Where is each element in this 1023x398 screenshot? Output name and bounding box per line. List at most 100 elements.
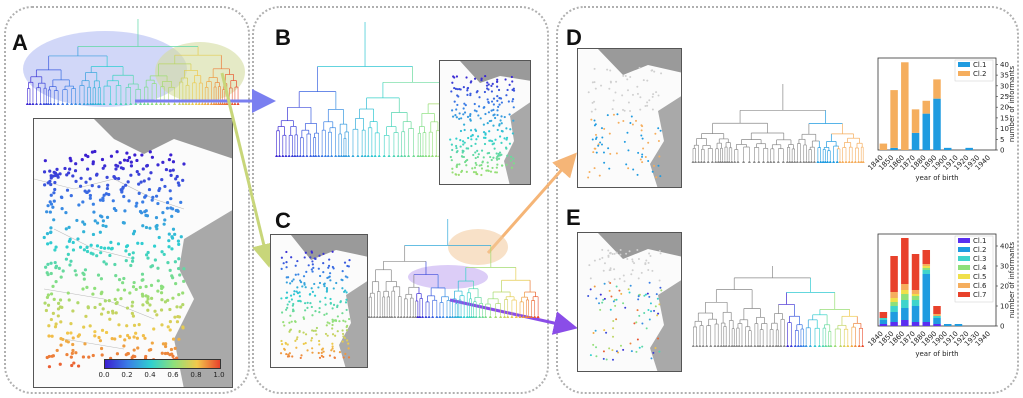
bar-Cl.1-1870 xyxy=(911,132,920,150)
bar-Cl.2-1910 xyxy=(954,324,963,326)
y-axis-label: number of informants xyxy=(1008,65,1016,142)
legend-swatch xyxy=(958,283,970,288)
tree-e xyxy=(691,266,865,347)
y-tick-label: 30 xyxy=(1000,263,1009,271)
chart-e: 1840185018601870188018901900191019201930… xyxy=(867,233,1016,358)
highlight-c-purple xyxy=(408,265,488,289)
arrow-c-to-e xyxy=(449,298,578,335)
bar-Cl.6-1850 xyxy=(890,292,898,298)
highlight-c-orange xyxy=(448,229,508,265)
map-b-points xyxy=(449,74,516,177)
x-axis-label: year of birth xyxy=(915,174,958,182)
bar-Cl.7-1850 xyxy=(890,256,898,292)
bar-Cl.2-1850 xyxy=(890,312,898,322)
legend-label: Cl.6 xyxy=(973,282,987,290)
y-tick-label: 40 xyxy=(1000,243,1009,251)
y-tick-label: 20 xyxy=(1000,104,1009,112)
legend-label: Cl.4 xyxy=(973,264,987,272)
map-e-base xyxy=(598,233,681,371)
tree-d xyxy=(691,84,865,163)
colorbar-ticks: 0.0 0.2 0.4 0.6 0.8 1.0 xyxy=(98,371,224,379)
map-e-informants xyxy=(587,248,663,361)
bar-Cl.2-1860 xyxy=(901,308,909,320)
panel-d-label: D xyxy=(566,25,582,50)
bar-Cl.3-1840 xyxy=(879,318,888,320)
bar-Cl.5-1880 xyxy=(922,266,931,268)
bar-Cl.2-1900 xyxy=(943,324,952,326)
bar-Cl.2-1840 xyxy=(879,143,888,150)
bar-Cl.6-1860 xyxy=(901,284,909,290)
y-tick-label: 10 xyxy=(1000,303,1009,311)
bar-Cl.2-1850 xyxy=(890,90,898,148)
map-d-informants xyxy=(587,66,663,179)
map-c-base xyxy=(291,235,367,367)
bar-Cl.5-1870 xyxy=(911,294,920,296)
colorbar-tick-label: 0.4 xyxy=(144,371,156,379)
bar-Cl.1-1870 xyxy=(911,322,920,326)
bar-Cl.2-1870 xyxy=(911,306,920,322)
tree-c-branches xyxy=(367,219,540,318)
tree-a-branches xyxy=(25,19,240,105)
bar-Cl.6-1890 xyxy=(933,314,941,316)
y-tick-label: 5 xyxy=(1000,136,1004,144)
y-axis-label: number of informants xyxy=(1008,241,1016,318)
legend-label: Cl.1 xyxy=(973,61,987,69)
bar-Cl.1-1890 xyxy=(933,324,941,326)
colorbar-tick-label: 0.8 xyxy=(190,371,201,379)
bar-Cl.1-1860 xyxy=(901,320,909,326)
bar-Cl.3-1880 xyxy=(922,270,931,274)
bar-Cl.4-1880 xyxy=(922,268,931,270)
legend-label: Cl.3 xyxy=(973,255,987,263)
highlight-cluster-2 xyxy=(155,42,245,102)
x-axis-label: year of birth xyxy=(915,350,958,358)
bar-Cl.2-1870 xyxy=(911,109,920,133)
legend-swatch xyxy=(958,62,970,67)
panel-b-label: B xyxy=(275,25,291,50)
legend-swatch xyxy=(958,265,970,270)
map-b-informants xyxy=(449,74,516,177)
map-e xyxy=(577,232,682,372)
legend-label: Cl.1 xyxy=(973,237,987,245)
bar-Cl.1-1920 xyxy=(965,147,973,150)
map-e-points xyxy=(587,248,663,361)
bar-Cl.2-1880 xyxy=(922,274,931,322)
bar-Cl.3-1870 xyxy=(911,300,920,306)
bar-Cl.1-1880 xyxy=(922,322,931,326)
legend-label: Cl.2 xyxy=(973,70,987,78)
colorbar xyxy=(104,359,221,369)
panel-a-label: A xyxy=(12,30,28,55)
bar-Cl.1-1850 xyxy=(890,322,898,326)
legend-swatch xyxy=(958,256,970,261)
map-a-informants xyxy=(42,149,186,369)
bar-Cl.5-1850 xyxy=(890,298,898,302)
legend-label: Cl.2 xyxy=(973,246,987,254)
bar-Cl.7-1870 xyxy=(911,254,920,290)
map-a: 0.0 0.2 0.4 0.6 0.8 1.0 xyxy=(33,118,233,388)
map-d xyxy=(577,48,682,188)
colorbar-tick-label: 0.2 xyxy=(121,371,132,379)
legend-swatch xyxy=(958,292,970,297)
legend-swatch xyxy=(958,71,970,76)
bar-Cl.4-1860 xyxy=(901,294,909,300)
bar-Cl.3-1860 xyxy=(901,300,909,308)
bar-Cl.2-1880 xyxy=(922,100,931,114)
bar-Cl.5-1860 xyxy=(901,290,909,294)
y-tick-label: 0 xyxy=(1000,323,1004,331)
y-tick-label: 25 xyxy=(1000,93,1009,101)
bar-Cl.6-1870 xyxy=(911,290,920,294)
colorbar-tick-label: 0.6 xyxy=(167,371,179,379)
map-a-points xyxy=(42,149,186,369)
bar-Cl.3-1890 xyxy=(933,316,941,318)
map-d-points xyxy=(587,66,663,179)
bar-Cl.1-1900 xyxy=(943,147,952,150)
tree-d-branches xyxy=(691,84,865,163)
y-tick-label: 10 xyxy=(1000,125,1009,133)
panel-c-label: C xyxy=(275,208,291,233)
bar-Cl.2-1890 xyxy=(933,79,941,99)
y-tick-label: 30 xyxy=(1000,82,1009,90)
bar-Cl.1-1840 xyxy=(879,324,888,326)
bar-Cl.7-1880 xyxy=(922,250,931,264)
map-d-base xyxy=(598,49,681,187)
map-c-informants xyxy=(279,250,351,360)
y-tick-label: 15 xyxy=(1000,114,1009,122)
